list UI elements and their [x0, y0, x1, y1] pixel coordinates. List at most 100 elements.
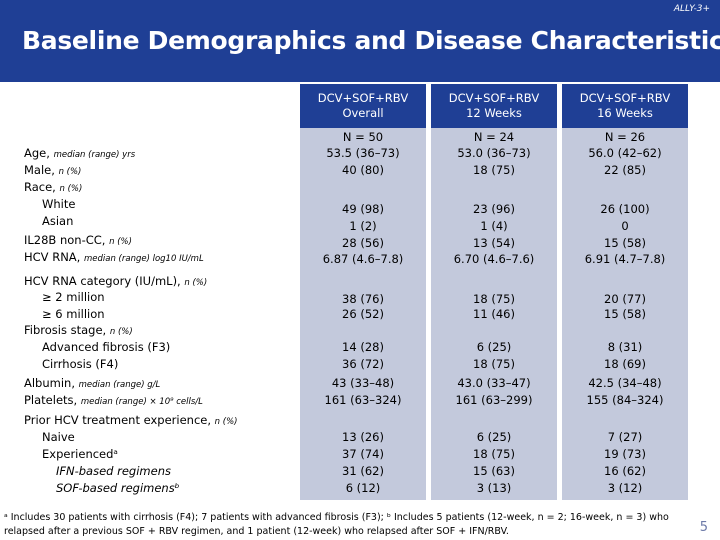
- row-label-unit: median (range) yrs: [53, 150, 136, 160]
- table-cell: 1 (2): [349, 219, 377, 233]
- row-label: IFN-based regimens: [56, 464, 171, 478]
- table-cell: 56.0 (42–62): [588, 146, 662, 160]
- footnote-line2: relapsed after a previous SOF + RBV regi…: [4, 526, 509, 537]
- row-label-text: IFN-based regimens: [56, 464, 171, 478]
- table-cell: 161 (63–299): [455, 393, 533, 407]
- header-overall-line2: Overall: [342, 106, 384, 120]
- row-label-text: White: [42, 197, 76, 211]
- row-label: ≥ 6 million: [42, 307, 105, 321]
- table-cell: 23 (96): [473, 202, 515, 216]
- table-cell: 53.5 (36–73): [326, 146, 400, 160]
- row-label: HCV RNA category (IU/mL), n (%): [24, 274, 207, 290]
- footnote: ᵃ Includes 30 patients with cirrhosis (F…: [4, 511, 684, 539]
- table-cell: 1 (4): [480, 219, 508, 233]
- table-cell: 161 (63–324): [324, 393, 402, 407]
- column-band-overall: [300, 84, 426, 500]
- row-label: Fibrosis stage, n (%): [24, 323, 133, 339]
- slide-title: Baseline Demographics and Disease Charac…: [22, 26, 720, 55]
- header-12-weeks-line2: 12 Weeks: [466, 106, 522, 120]
- table-cell: 7 (27): [607, 430, 643, 444]
- table-cell: 0: [621, 219, 629, 233]
- row-label-unit: n (%): [184, 278, 208, 288]
- row-label: Cirrhosis (F4): [42, 357, 118, 371]
- row-label: HCV RNA, median (range) log10 IU/mL: [24, 250, 204, 266]
- table-cell: 31 (62): [342, 464, 384, 478]
- table-cell: 14 (28): [342, 340, 384, 354]
- header-12-weeks-line1: DCV+SOF+RBV: [448, 91, 540, 105]
- table-cell: 26 (100): [600, 202, 650, 216]
- header-16-weeks-line2: 16 Weeks: [597, 106, 653, 120]
- table-cell: 18 (69): [604, 357, 646, 371]
- row-label-text: SOF-based regimensᵇ: [56, 481, 180, 495]
- table-cell: 40 (80): [342, 163, 384, 177]
- table-cell: 15 (63): [473, 464, 515, 478]
- table-cell: 11 (46): [473, 307, 515, 321]
- row-label-unit: n (%): [214, 417, 238, 427]
- table-cell: 8 (31): [607, 340, 643, 354]
- n-16-weeks: N = 26: [604, 130, 646, 144]
- row-label: Male, n (%): [24, 163, 81, 179]
- table-cell: 3 (13): [476, 481, 512, 495]
- study-tag: ALLY-3+: [673, 4, 710, 14]
- table-cell: 3 (12): [607, 481, 643, 495]
- row-label: Platelets, median (range) × 10⁹ cells/L: [24, 393, 203, 409]
- table-cell: 37 (74): [342, 447, 384, 461]
- header-12-weeks: DCV+SOF+RBV 12 Weeks: [431, 84, 557, 128]
- row-label-unit: n (%): [58, 167, 82, 177]
- row-label-unit: median (range) g/L: [78, 380, 161, 390]
- table-cell: 19 (73): [604, 447, 646, 461]
- row-label-text: HCV RNA,: [24, 250, 84, 264]
- table-cell: 18 (75): [473, 163, 515, 177]
- row-label-text: Prior HCV treatment experience,: [24, 413, 215, 427]
- row-label: Prior HCV treatment experience, n (%): [24, 413, 237, 429]
- table-cell: 22 (85): [604, 163, 646, 177]
- column-band-16-weeks: [562, 84, 688, 500]
- table-cell: 16 (62): [604, 464, 646, 478]
- header-overall: DCV+SOF+RBV Overall: [300, 84, 426, 128]
- table-cell: 6.87 (4.6–7.8): [322, 252, 404, 266]
- header-overall-line1: DCV+SOF+RBV: [317, 91, 409, 105]
- table-cell: 28 (56): [342, 236, 384, 250]
- row-label-text: Race,: [24, 180, 60, 194]
- table-cell: 49 (98): [342, 202, 384, 216]
- n-12-weeks: N = 24: [473, 130, 515, 144]
- row-label-text: Fibrosis stage,: [24, 323, 110, 337]
- row-label-text: Cirrhosis (F4): [42, 357, 119, 371]
- row-label-unit: n (%): [109, 237, 132, 247]
- row-label-text: Experiencedᵃ: [42, 447, 118, 461]
- row-label-text: Male,: [24, 163, 59, 177]
- row-label-text: HCV RNA category (IU/mL),: [24, 274, 185, 288]
- table-cell: 43.0 (33–47): [457, 376, 531, 390]
- table-cell: 36 (72): [342, 357, 384, 371]
- table-cell: 6 (12): [345, 481, 381, 495]
- table-cell: 13 (54): [473, 236, 515, 250]
- n-overall: N = 50: [342, 130, 384, 144]
- table-cell: 18 (75): [473, 357, 515, 371]
- table-cell: 42.5 (34–48): [588, 376, 662, 390]
- row-label-text: Age,: [24, 146, 54, 160]
- table-cell: 6.91 (4.7–7.8): [584, 252, 666, 266]
- row-label: Advanced fibrosis (F3): [42, 340, 170, 354]
- row-label: Race, n (%): [24, 180, 82, 196]
- row-label: ≥ 2 million: [42, 290, 105, 304]
- table-cell: 6 (25): [476, 340, 512, 354]
- table-cell: 6 (25): [476, 430, 512, 444]
- row-label: SOF-based regimensᵇ: [56, 481, 180, 495]
- footnote-line1: ᵃ Includes 30 patients with cirrhosis (F…: [4, 512, 669, 523]
- row-label-text: IL28B non-CC,: [24, 233, 110, 247]
- table-cell: 13 (26): [342, 430, 384, 444]
- row-label-unit: median (range) log10 IU/mL: [83, 254, 204, 264]
- table-cell: 18 (75): [473, 447, 515, 461]
- row-label-unit: n (%): [59, 184, 83, 194]
- row-label-text: Asian: [42, 214, 74, 228]
- row-label-unit: median (range) × 10⁹ cells/L: [80, 397, 203, 407]
- table-cell: 43 (33–48): [331, 376, 395, 390]
- row-label: Naive: [42, 430, 75, 444]
- row-label-text: Naive: [42, 430, 75, 444]
- row-label: Age, median (range) yrs: [24, 146, 135, 162]
- row-label-text: Albumin,: [24, 376, 79, 390]
- header-16-weeks: DCV+SOF+RBV 16 Weeks: [562, 84, 688, 128]
- table-cell: 20 (77): [604, 292, 646, 306]
- header-16-weeks-line1: DCV+SOF+RBV: [579, 91, 671, 105]
- row-label-text: ≥ 2 million: [42, 290, 105, 304]
